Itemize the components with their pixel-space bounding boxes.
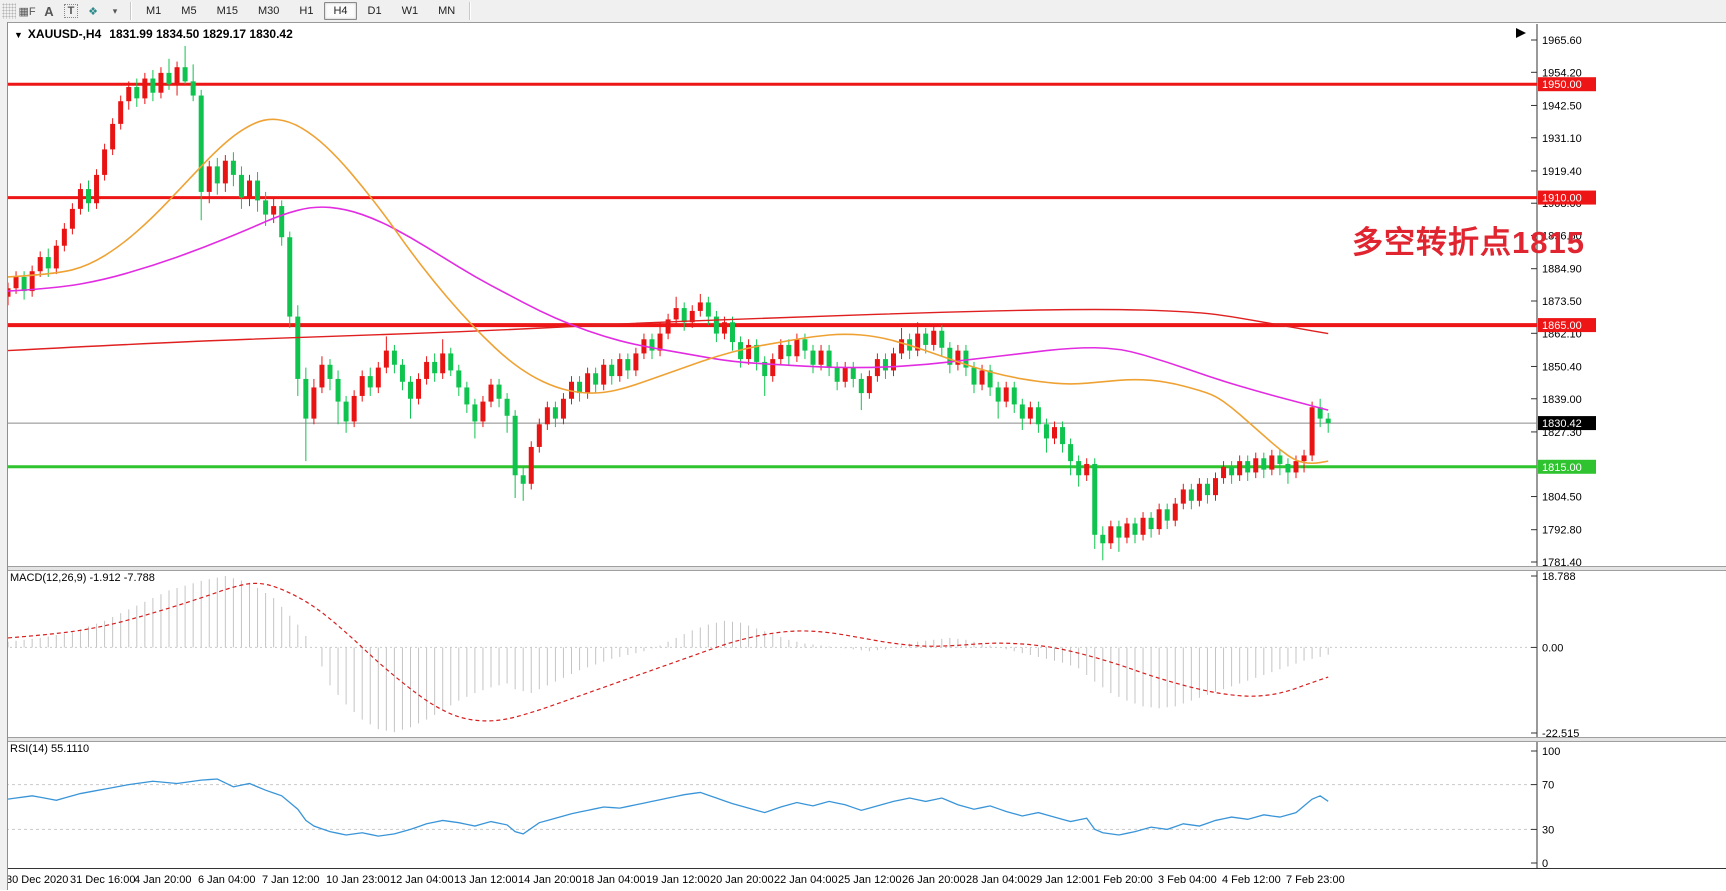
- rsi-pane[interactable]: 100 70 30 0: [0, 740, 1726, 868]
- time-label: 10 Jan 23:00: [326, 874, 390, 886]
- svg-text:0: 0: [1542, 858, 1548, 868]
- toolbar: ▦F A T ❖ ▾ M1 M5 M15 M30 H1 H4 D1 W1 MN: [0, 0, 1726, 23]
- dropdown-caret-icon[interactable]: ▾: [112, 5, 118, 16]
- svg-text:30: 30: [1542, 824, 1554, 836]
- timeframe-button-mn[interactable]: MN: [438, 5, 456, 17]
- svg-text:1830.42: 1830.42: [1542, 418, 1582, 430]
- timeframe-button-d1[interactable]: D1: [367, 5, 382, 17]
- svg-text:0.00: 0.00: [1542, 642, 1563, 654]
- time-label: 31 Dec 16:00: [70, 874, 136, 886]
- svg-text:1965.60: 1965.60: [1542, 35, 1582, 47]
- svg-text:1896.60: 1896.60: [1542, 231, 1582, 243]
- price-axis-ticks: 1965.601954.201942.501931.101919.401908.…: [1531, 35, 1582, 566]
- timeframe-button-m30[interactable]: M30: [257, 5, 280, 17]
- macd-histogram: [7, 576, 1329, 733]
- time-label: 4 Feb 12:00: [1222, 874, 1281, 886]
- timeframe-button-w1[interactable]: W1: [401, 5, 419, 17]
- indicator-grid-icon[interactable]: ▦F: [18, 5, 36, 18]
- time-label: 25 Jan 12:00: [838, 874, 902, 886]
- time-label: 1 Feb 20:00: [1094, 874, 1153, 886]
- macd-signal-line: [7, 582, 1329, 722]
- macd-axis-ticks: 18.788 0.00 -22.515: [1531, 571, 1579, 737]
- chart-title: ▼ XAUUSD-,H4 1831.99 1834.50 1829.17 1830.…: [14, 27, 293, 41]
- svg-text:1839.00: 1839.00: [1542, 394, 1582, 406]
- svg-text:1910.00: 1910.00: [1542, 193, 1582, 205]
- svg-text:1781.40: 1781.40: [1542, 557, 1582, 566]
- svg-text:100: 100: [1542, 746, 1560, 758]
- scroll-marker-icon[interactable]: [1516, 28, 1526, 38]
- time-label: 12 Jan 04:00: [390, 874, 454, 886]
- time-label: 19 Jan 12:00: [646, 874, 710, 886]
- svg-text:1954.20: 1954.20: [1542, 67, 1582, 79]
- rsi-label: RSI(14) 55.1110: [10, 743, 90, 755]
- left-splitter[interactable]: [0, 22, 8, 890]
- symbol-name: XAUUSD-,H4: [27, 27, 102, 41]
- time-label: 22 Jan 04:00: [774, 874, 838, 886]
- time-label: 20 Jan 20:00: [710, 874, 774, 886]
- rsi-line: [7, 778, 1329, 837]
- collapse-arrow-icon[interactable]: ▼: [14, 30, 23, 40]
- ma-red-line: [7, 308, 1329, 352]
- rsi-value: 55.1110: [50, 743, 90, 755]
- candlesticks: [5, 45, 1331, 561]
- toolbar-grip[interactable]: [2, 3, 16, 19]
- time-label: 6 Jan 04:00: [198, 874, 256, 886]
- time-label: 13 Jan 12:00: [454, 874, 518, 886]
- time-label: 7 Feb 23:00: [1286, 874, 1345, 886]
- svg-text:1792.80: 1792.80: [1542, 525, 1582, 537]
- price-tags: 1950.00 1910.00 1865.00 1830.42 1815.00: [1538, 77, 1596, 474]
- main-chart-pane[interactable]: 1965.601954.201942.501931.101919.401908.…: [0, 24, 1726, 566]
- timeframe-button-m5[interactable]: M5: [181, 5, 197, 17]
- pane-splitter[interactable]: [0, 737, 1726, 742]
- svg-text:18.788: 18.788: [1542, 571, 1576, 583]
- timeframe-button-h1[interactable]: H1: [299, 5, 314, 17]
- ma-magenta-line: [7, 206, 1329, 411]
- time-axis[interactable]: 30 Dec 2020 31 Dec 16:00 4 Jan 20:00 6 Jan …: [0, 868, 1726, 891]
- svg-text:70: 70: [1542, 780, 1554, 792]
- time-label: 7 Jan 12:00: [262, 874, 320, 886]
- time-label: 29 Jan 12:00: [1030, 874, 1094, 886]
- svg-text:1931.10: 1931.10: [1542, 133, 1582, 145]
- pane-splitter[interactable]: [0, 566, 1726, 571]
- time-label: 14 Jan 20:00: [518, 874, 582, 886]
- toolbar-separator: [469, 2, 472, 20]
- toolbar-separator: [130, 2, 132, 20]
- ma-orange-line: [7, 118, 1329, 465]
- annotation-text[interactable]: 多空转折点1815: [1352, 225, 1585, 260]
- svg-text:1815.00: 1815.00: [1542, 462, 1582, 474]
- time-label: 18 Jan 04:00: [582, 874, 646, 886]
- rsi-axis-ticks: 100 70 30 0: [1531, 746, 1560, 868]
- time-label: 26 Jan 20:00: [902, 874, 966, 886]
- macd-label: MACD(12,26,9) -1.912 -7.788: [10, 572, 155, 584]
- svg-text:1919.40: 1919.40: [1542, 166, 1582, 178]
- macd-values: -1.912 -7.788: [89, 572, 155, 584]
- svg-text:1942.50: 1942.50: [1542, 100, 1582, 112]
- timeframe-button-m1[interactable]: M1: [146, 5, 162, 17]
- svg-text:1850.40: 1850.40: [1542, 361, 1582, 373]
- macd-pane[interactable]: 18.788 0.00 -22.515: [0, 569, 1726, 737]
- svg-text:1950.00: 1950.00: [1542, 79, 1582, 91]
- styles-icon[interactable]: ❖: [88, 5, 98, 18]
- svg-text:1804.50: 1804.50: [1542, 492, 1582, 504]
- svg-text:-22.515: -22.515: [1542, 728, 1579, 737]
- ohlc-values: 1831.99 1834.50 1829.17 1830.42: [109, 27, 293, 41]
- time-label: 30 Dec 2020: [6, 874, 69, 886]
- text-label-icon[interactable]: T: [61, 2, 81, 20]
- timeframe-button-h4[interactable]: H4: [324, 2, 357, 20]
- text-a-icon[interactable]: A: [44, 3, 54, 19]
- time-label: 28 Jan 04:00: [966, 874, 1030, 886]
- timeframe-button-m15[interactable]: M15: [216, 5, 238, 17]
- horizontal-levels: [0, 82, 1537, 469]
- time-label: 4 Jan 20:00: [134, 874, 192, 886]
- svg-text:1873.50: 1873.50: [1542, 296, 1582, 308]
- svg-text:1884.90: 1884.90: [1542, 264, 1582, 276]
- time-label: 3 Feb 04:00: [1158, 874, 1217, 886]
- svg-text:1865.00: 1865.00: [1542, 320, 1582, 332]
